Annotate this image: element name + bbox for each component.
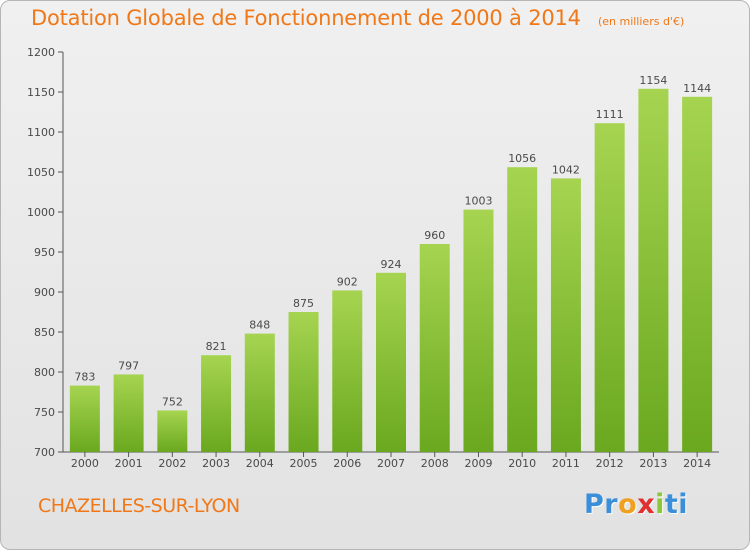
x-tick-label: 2013: [639, 457, 667, 470]
x-tick-label: 2010: [508, 457, 536, 470]
value-label-2008: 960: [424, 229, 445, 242]
value-label-2001: 797: [118, 359, 139, 372]
logo-letter: x: [637, 489, 656, 520]
value-label-2004: 848: [249, 319, 270, 332]
y-tick-label: 700: [34, 446, 55, 459]
bar-2001: [113, 374, 144, 452]
logo-letter: i: [678, 489, 689, 520]
logo-letter: i: [655, 489, 665, 520]
y-tick-label: 750: [34, 406, 55, 419]
logo-letter: r: [604, 489, 619, 520]
bar-2012: [594, 123, 625, 452]
value-label-2009: 1003: [464, 195, 492, 208]
bar-2005: [288, 312, 319, 452]
chart-title-row: Dotation Globale de Fonctionnement de 20…: [31, 6, 684, 30]
proxiti-logo: Proxiti: [584, 489, 688, 520]
value-label-2006: 902: [337, 275, 358, 288]
value-label-2013: 1154: [639, 74, 667, 87]
bar-2004: [244, 333, 275, 452]
bar-2006: [332, 290, 363, 452]
y-tick-label: 1150: [27, 86, 55, 99]
x-tick-label: 2014: [683, 457, 711, 470]
bar-2014: [682, 96, 713, 453]
value-label-2002: 752: [162, 395, 183, 408]
x-tick-label: 2000: [71, 457, 99, 470]
x-tick-label: 2007: [377, 457, 405, 470]
chart-subtitle: (en milliers d'€): [597, 15, 685, 28]
y-tick-label: 1050: [27, 166, 55, 179]
value-label-2003: 821: [206, 340, 227, 353]
x-tick-label: 2008: [421, 457, 449, 470]
logo-letter: P: [584, 489, 605, 520]
value-label-2007: 924: [381, 258, 402, 271]
city-name: CHAZELLES-SUR-LYON: [38, 495, 240, 517]
value-label-2010: 1056: [508, 152, 536, 165]
x-tick-label: 2005: [290, 457, 318, 470]
x-tick-label: 2003: [202, 457, 230, 470]
x-tick-label: 2001: [115, 457, 143, 470]
y-tick-label: 850: [34, 326, 55, 339]
value-label-2005: 875: [293, 297, 314, 310]
bar-2000: [69, 385, 100, 452]
value-label-2011: 1042: [552, 163, 580, 176]
x-tick-label: 2002: [158, 457, 186, 470]
chart-title: Dotation Globale de Fonctionnement de 20…: [31, 6, 581, 30]
logo-letter: o: [618, 489, 638, 520]
x-tick-label: 2006: [333, 457, 361, 470]
value-label-2000: 783: [74, 371, 95, 384]
x-tick-label: 2004: [246, 457, 274, 470]
value-label-2014: 1144: [683, 82, 711, 95]
x-tick-label: 2012: [596, 457, 624, 470]
bar-2007: [376, 272, 406, 452]
bar-2009: [463, 209, 494, 452]
bar-2010: [507, 167, 538, 452]
bar-2011: [550, 178, 581, 452]
y-tick-label: 1100: [27, 126, 55, 139]
y-tick-label: 1000: [27, 206, 55, 219]
y-tick-label: 800: [34, 366, 55, 379]
y-tick-label: 900: [34, 286, 55, 299]
bar-2013: [638, 88, 669, 453]
bar-2002: [157, 410, 188, 452]
x-tick-label: 2011: [552, 457, 580, 470]
bar-2008: [419, 244, 450, 452]
y-tick-label: 1200: [27, 46, 55, 59]
bar-2003: [201, 355, 232, 452]
logo-letter: t: [664, 489, 679, 520]
x-tick-label: 2009: [464, 457, 492, 470]
value-label-2012: 1111: [596, 108, 624, 121]
y-tick-label: 950: [34, 246, 55, 259]
